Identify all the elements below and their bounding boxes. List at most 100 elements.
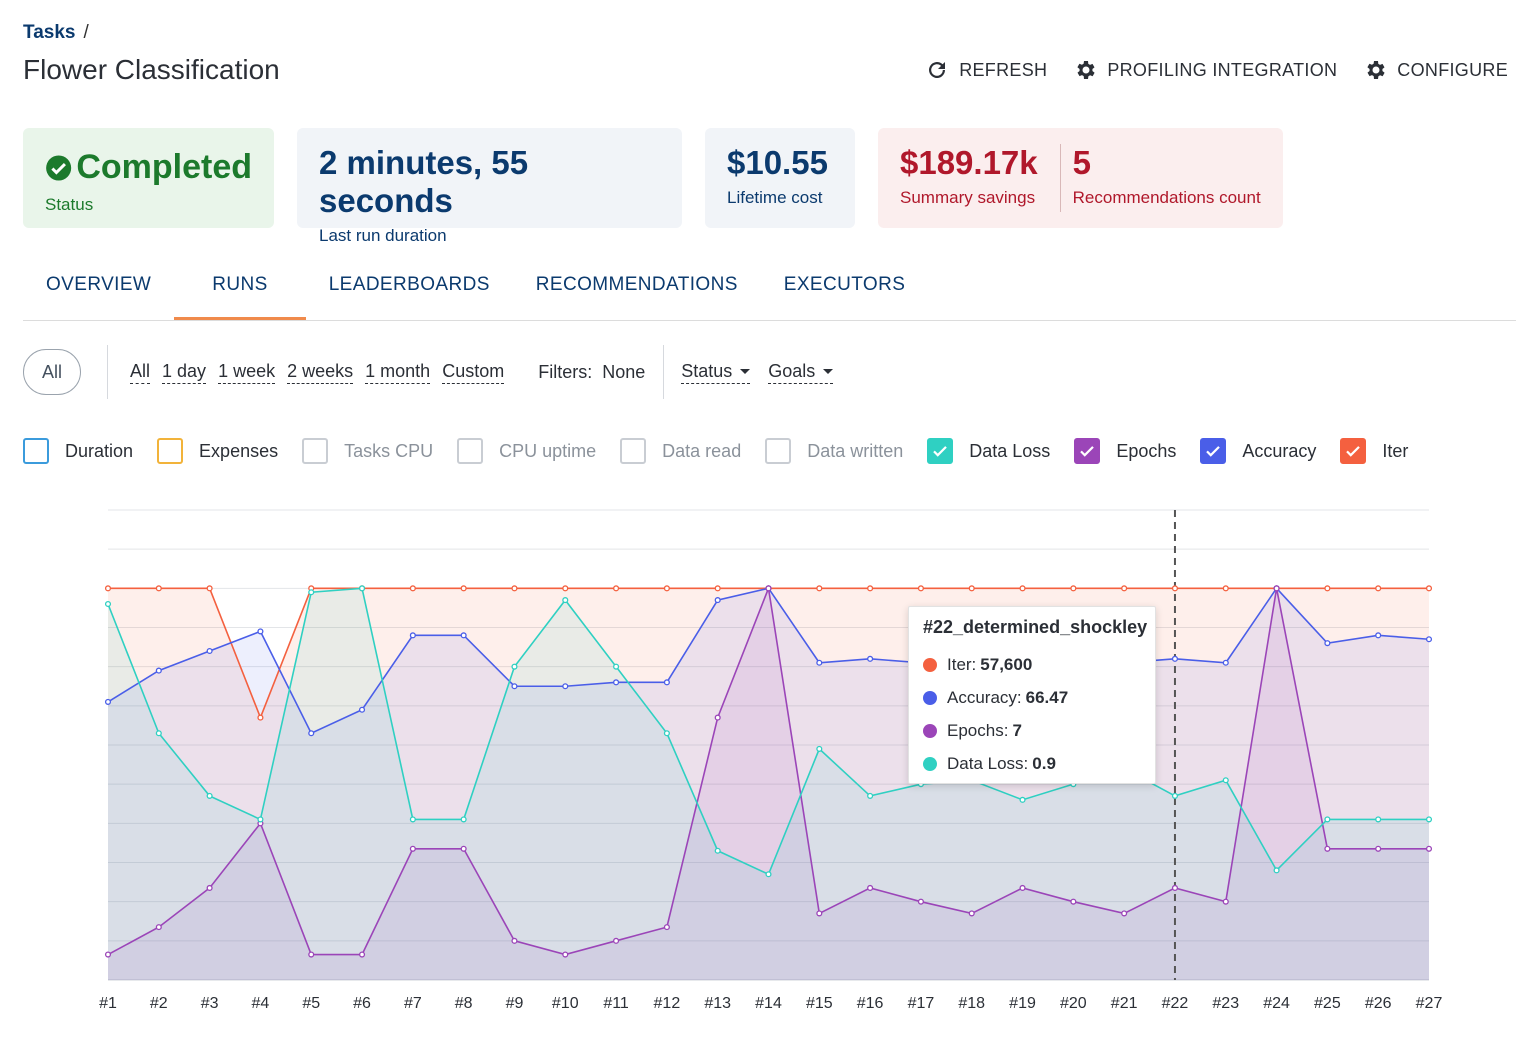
summary-cards: Completed Status 2 minutes, 55 seconds L… (23, 128, 1283, 245)
refresh-button[interactable]: REFRESH (925, 58, 1047, 82)
cost-label: Lifetime cost (727, 188, 823, 207)
duration-label: Last run duration (319, 226, 447, 245)
range-2-weeks-link[interactable]: 2 weeks (287, 361, 354, 384)
gear-icon (1077, 61, 1095, 79)
x-tick-label: #2 (150, 995, 168, 1012)
data-point-iter (460, 585, 467, 592)
x-tick-label: #13 (704, 995, 731, 1012)
goals-dropdown-label: Goals (768, 360, 816, 381)
data-point-data-loss (1375, 816, 1382, 823)
metric-checkbox-data-read[interactable]: Data read (620, 438, 741, 464)
data-point-epochs (308, 951, 315, 958)
metric-checkbox-data-loss[interactable]: Data Loss (927, 438, 1050, 464)
metric-checkbox-duration[interactable]: Duration (23, 438, 133, 464)
data-point-epochs (714, 714, 721, 721)
x-tick-label: #11 (603, 995, 629, 1012)
data-point-epochs (562, 951, 569, 958)
data-point-data-loss (511, 663, 518, 670)
data-point-data-loss (714, 847, 721, 854)
savings-card[interactable]: $189.17k Summary savings 5 Recommendatio… (878, 128, 1283, 228)
data-point-epochs (1222, 898, 1229, 905)
data-point-data-loss (663, 730, 670, 737)
range-all-link[interactable]: All (130, 361, 151, 384)
data-point-data-loss (308, 589, 315, 596)
metric-checkbox-label: Epochs (1116, 440, 1177, 461)
check-circle-icon (46, 154, 72, 181)
x-tick-label: #24 (1263, 995, 1290, 1012)
metric-checkbox-label: CPU uptime (499, 440, 597, 461)
area-epochs (108, 588, 1429, 980)
tooltip-row-name: Data Loss: (947, 753, 1029, 773)
range-1-month-link[interactable]: 1 month (365, 361, 431, 384)
metric-checkbox-cpu-uptime[interactable]: CPU uptime (457, 438, 596, 464)
data-point-accuracy (613, 679, 620, 686)
checkbox-checked-icon (1200, 438, 1227, 464)
data-point-iter (1324, 585, 1331, 592)
checkbox-checked-icon (927, 438, 954, 464)
metric-checkbox-epochs[interactable]: Epochs (1074, 438, 1176, 464)
tabs: OVERVIEW RUNS LEADERBOARDS RECOMMENDATIO… (23, 260, 1516, 321)
data-point-data-loss (409, 816, 416, 823)
metric-checkbox-iter[interactable]: Iter (1340, 438, 1408, 464)
data-point-epochs (1425, 845, 1433, 852)
breadcrumb-tasks-link[interactable]: Tasks (23, 22, 76, 43)
data-point-accuracy (867, 655, 874, 662)
tab-leaderboards[interactable]: LEADERBOARDS (328, 274, 490, 295)
range-1-day-link[interactable]: 1 day (162, 361, 207, 384)
metric-checkbox-accuracy[interactable]: Accuracy (1200, 438, 1316, 464)
all-pill-button[interactable]: All (23, 349, 81, 395)
metric-checkbox-label: Data written (807, 440, 904, 461)
x-tick-label: #10 (552, 995, 579, 1012)
data-point-epochs (765, 585, 772, 592)
range-custom-link[interactable]: Custom (442, 361, 505, 384)
tooltip-dot (923, 723, 937, 738)
range-1-week-link[interactable]: 1 week (218, 361, 276, 384)
caret-down-icon (740, 368, 751, 374)
profiling-integration-button[interactable]: PROFILING INTEGRATION (1073, 58, 1337, 82)
tooltip-row-name: Accuracy: (947, 687, 1022, 707)
data-point-iter (1019, 585, 1026, 592)
data-point-iter (1425, 585, 1433, 592)
data-point-accuracy (1222, 659, 1229, 666)
data-point-epochs (867, 884, 874, 892)
tooltip-row-name: Iter: (947, 654, 977, 674)
data-point-accuracy (714, 597, 721, 604)
page-title: Flower Classification (23, 54, 280, 85)
checkbox-empty-icon (620, 438, 647, 464)
duration-value: 2 minutes, 55 seconds (319, 144, 529, 219)
data-point-epochs (968, 910, 975, 917)
profiling-integration-label: PROFILING INTEGRATION (1107, 59, 1338, 80)
data-point-data-loss (155, 730, 162, 737)
data-point-accuracy (663, 679, 670, 686)
data-point-epochs (460, 845, 467, 852)
data-point-epochs (663, 924, 670, 931)
tooltip-row-value: 7 (1012, 720, 1022, 740)
data-point-iter (1070, 585, 1077, 592)
goals-dropdown[interactable]: Goals (768, 360, 834, 384)
configure-button[interactable]: CONFIGURE (1363, 58, 1508, 82)
chart-tooltip: #22_determined_shockley Iter: 57,600 Accu… (908, 606, 1156, 784)
data-point-epochs (1375, 845, 1382, 852)
tab-overview[interactable]: OVERVIEW (46, 274, 152, 295)
tab-recommendations[interactable]: RECOMMENDATIONS (535, 274, 738, 295)
status-dropdown-label: Status (681, 360, 733, 381)
tooltip-title: #22_determined_shockley (923, 617, 1148, 637)
data-point-accuracy (155, 667, 162, 674)
data-point-data-loss (1171, 792, 1179, 799)
tab-runs[interactable]: RUNS (174, 260, 306, 320)
tab-executors[interactable]: EXECUTORS (783, 274, 906, 295)
metric-checkbox-data-written[interactable]: Data written (765, 438, 903, 464)
x-tick-label: #18 (958, 995, 985, 1012)
status-card: Completed Status (23, 128, 274, 228)
status-dropdown[interactable]: Status (681, 360, 751, 384)
data-point-accuracy (1425, 636, 1433, 643)
x-tick-label: #22 (1162, 995, 1189, 1012)
metric-checkbox-expenses[interactable]: Expenses (157, 438, 278, 464)
metric-checkbox-tasks-cpu[interactable]: Tasks CPU (302, 438, 433, 464)
x-tick-label: #1 (99, 995, 117, 1012)
breadcrumb-separator: / (83, 22, 89, 43)
tooltip-row-value: 57,600 (980, 654, 1033, 674)
data-point-epochs (1324, 845, 1331, 852)
data-point-data-loss (1019, 796, 1026, 803)
data-point-accuracy (409, 632, 416, 639)
